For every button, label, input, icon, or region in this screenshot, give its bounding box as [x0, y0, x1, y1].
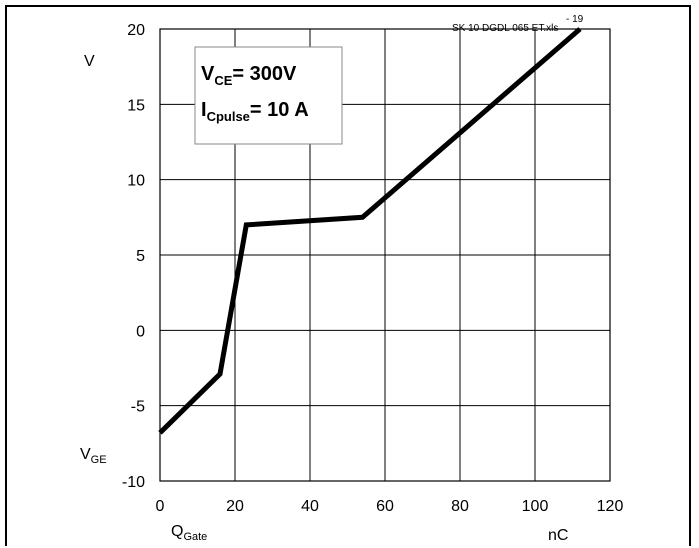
x-tick-label-2: 40: [301, 498, 319, 515]
y-tick-label-6: 20: [127, 22, 145, 39]
chart-frame: [5, 5, 691, 546]
grid: [159, 28, 611, 482]
y-tick-label-4: 10: [127, 173, 145, 190]
y-tick-label-1: -5: [131, 399, 145, 416]
annotation-box: VCE= 300V ICpulse= 10 A: [194, 46, 343, 145]
x-tick-label-4: 80: [451, 498, 469, 515]
y-unit-label: V: [84, 53, 95, 70]
y-tick-label-2: 0: [136, 323, 145, 340]
series-line: [158, 27, 582, 435]
reference-suffix: - 19: [566, 14, 584, 25]
x-tick-label-0: 0: [156, 498, 165, 515]
plot-border: [159, 28, 611, 482]
x-tick-label-6: 120: [597, 498, 624, 515]
x-tick-label-1: 20: [226, 498, 244, 515]
x-tick-label-3: 60: [376, 498, 394, 515]
y-axis-label: VGE: [80, 446, 107, 466]
y-tick-label-3: 5: [136, 248, 145, 265]
x-tick-label-5: 100: [522, 498, 549, 515]
reference-label: SK 10 DGDL 065 ET.xls: [452, 23, 558, 34]
x-unit-label: nC: [548, 527, 568, 544]
y-tick-label-5: 15: [127, 97, 145, 114]
annotation-vce: VCE= 300V: [201, 63, 297, 88]
y-tick-labels: -10 -5 0 5 10 15 20: [122, 22, 145, 491]
y-tick-label-0: -10: [122, 474, 145, 491]
x-axis-label: QGate: [171, 523, 207, 543]
annotation-icpulse: ICpulse= 10 A: [201, 99, 309, 124]
x-tick-labels: 0 20 40 60 80 100 120: [156, 498, 624, 515]
